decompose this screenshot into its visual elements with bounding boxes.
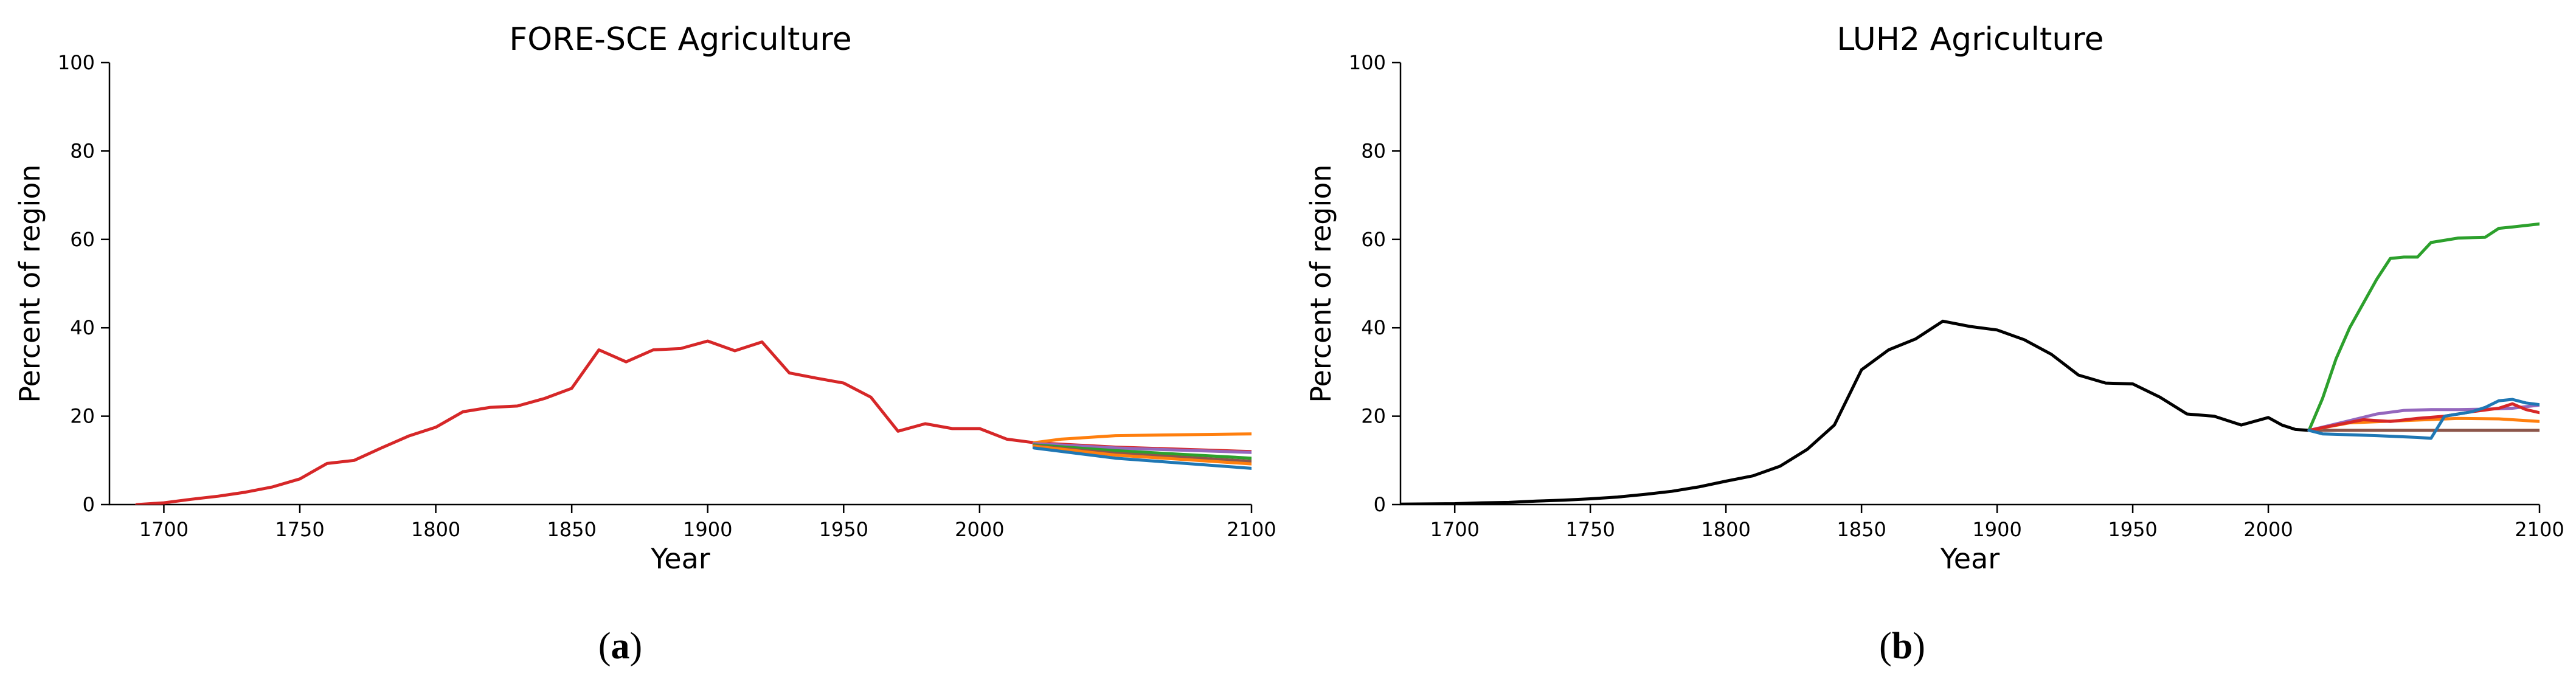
x-tick-label: 1950 — [2108, 518, 2157, 541]
y-tick-label: 80 — [1361, 139, 1386, 162]
x-tick-label: 1750 — [275, 518, 324, 541]
x-tick-label: 2100 — [1227, 518, 1276, 541]
y-tick-label: 40 — [1361, 316, 1386, 339]
y-tick-label: 60 — [70, 228, 95, 251]
y-tick-label: 0 — [1374, 493, 1386, 516]
x-axis-label: Year — [650, 542, 710, 575]
y-axis-label: Percent of region — [1304, 164, 1337, 402]
series-line-0 — [1401, 319, 2311, 505]
series-line-1 — [2307, 222, 2540, 432]
x-tick-label: 1850 — [547, 518, 596, 541]
series-line-2 — [1032, 442, 1252, 454]
panel-letter: b — [1892, 626, 1913, 667]
series-line-5 — [1032, 444, 1252, 466]
panel-label: (b) — [1879, 626, 1925, 667]
series-line-5 — [2307, 402, 2540, 432]
y-axis-label: Percent of region — [13, 164, 46, 402]
y-tick-label: 40 — [70, 316, 95, 339]
series-group — [1401, 222, 2540, 505]
panel-b: LUH2 Agriculture 1700 1750 1800 1850 1900 1950… — [1304, 21, 2564, 667]
x-tick-label: 1700 — [1430, 518, 1479, 541]
y-tick-label: 60 — [1361, 228, 1386, 251]
panel-label: (a) — [598, 626, 642, 667]
y-tick-label: 80 — [70, 139, 95, 162]
x-tick-label: 1800 — [411, 518, 460, 541]
x-tick-label: 2000 — [955, 518, 1004, 541]
y-tick-label: 20 — [70, 405, 95, 428]
x-tick-label: 1750 — [1565, 518, 1615, 541]
chart-title: FORE-SCE Agriculture — [509, 21, 851, 58]
series-line-4 — [2307, 403, 2540, 432]
axis-spines — [1399, 63, 2540, 506]
x-tick-label: 1900 — [683, 518, 732, 541]
y-tick-label: 100 — [1349, 51, 1386, 74]
x-tick-label: 1900 — [1972, 518, 2021, 541]
x-tick-label: 1800 — [1701, 518, 1750, 541]
y-tick-label: 20 — [1361, 405, 1386, 428]
series-line-6 — [2307, 398, 2540, 440]
x-tick-label: 1700 — [139, 518, 189, 541]
x-axis-label: Year — [1940, 542, 2000, 575]
panel-letter: a — [611, 626, 630, 667]
series-line-0 — [135, 339, 1252, 505]
series-line-6 — [1032, 446, 1252, 470]
x-tick-label: 1850 — [1837, 518, 1886, 541]
x-tick-label: 2100 — [2515, 518, 2564, 541]
y-tick-label: 100 — [58, 51, 95, 74]
x-tick-label: 1950 — [819, 518, 868, 541]
series-line-1 — [1032, 432, 1252, 444]
panel-a: FORE-SCE Agriculture 1700 1750 1800 1850 1900… — [13, 21, 1276, 667]
y-tick-label: 0 — [83, 493, 95, 516]
x-tick-label: 2000 — [2243, 518, 2293, 541]
series-group — [135, 339, 1252, 505]
chart-title: LUH2 Agriculture — [1837, 21, 2103, 58]
